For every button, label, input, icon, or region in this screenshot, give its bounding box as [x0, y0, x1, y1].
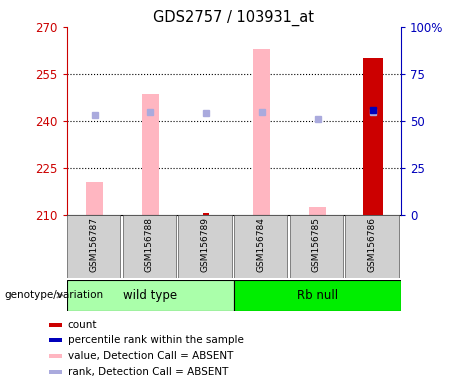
Text: GSM156789: GSM156789 [201, 217, 209, 272]
Text: count: count [68, 319, 97, 330]
Text: GSM156788: GSM156788 [145, 217, 154, 272]
Bar [86, 182, 103, 215]
Text: value, Detection Call = ABSENT: value, Detection Call = ABSENT [68, 351, 233, 361]
Bar [234, 215, 287, 278]
Bar [363, 58, 383, 215]
Text: GSM156787: GSM156787 [89, 217, 98, 272]
Bar [142, 94, 159, 215]
Bar [49, 369, 62, 374]
Bar [178, 215, 232, 278]
Bar [67, 280, 234, 311]
Text: wild type: wild type [124, 289, 177, 302]
Bar [49, 323, 62, 327]
Bar [203, 214, 209, 215]
Bar [123, 215, 176, 278]
Bar [254, 49, 270, 215]
Text: GSM156786: GSM156786 [367, 217, 377, 272]
Bar [234, 280, 401, 311]
Bar [67, 215, 120, 278]
Title: GDS2757 / 103931_at: GDS2757 / 103931_at [154, 9, 314, 25]
Bar [49, 354, 62, 358]
Bar [309, 207, 326, 215]
Text: GSM156784: GSM156784 [256, 217, 265, 272]
Text: GSM156785: GSM156785 [312, 217, 321, 272]
Bar [290, 215, 343, 278]
Text: genotype/variation: genotype/variation [5, 290, 104, 300]
Text: percentile rank within the sample: percentile rank within the sample [68, 335, 243, 345]
Text: rank, Detection Call = ABSENT: rank, Detection Call = ABSENT [68, 367, 228, 377]
Bar [345, 215, 399, 278]
Bar [49, 338, 62, 343]
Text: Rb null: Rb null [297, 289, 338, 302]
